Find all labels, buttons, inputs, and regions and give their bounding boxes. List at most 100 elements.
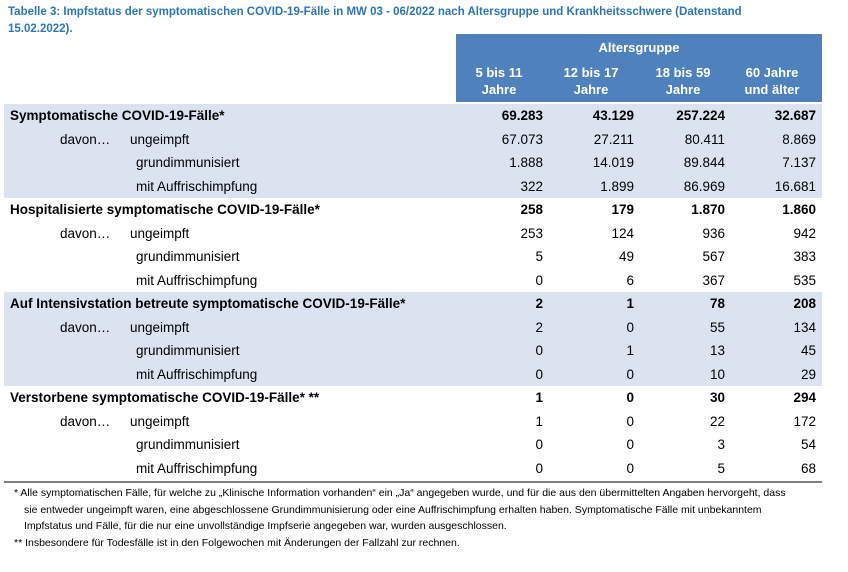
value-cell: 208 xyxy=(793,296,816,312)
value-cell: 322 xyxy=(520,178,543,194)
spacer xyxy=(60,457,130,481)
footnote-1: * Alle symptomatischen Fälle, für welche… xyxy=(14,487,786,532)
spacer xyxy=(60,175,130,199)
header-line: Jahre xyxy=(481,82,517,97)
value-cell: 567 xyxy=(702,249,725,265)
value-cell: 383 xyxy=(793,249,816,265)
header-line: 60 Jahre xyxy=(745,65,799,80)
age-column-header: 60 Jahre und älter xyxy=(727,64,817,98)
row-label: ungeimpft xyxy=(130,225,190,241)
value-cell: 1 xyxy=(626,296,634,312)
value-cell: 0 xyxy=(535,437,543,453)
value-cell: 49 xyxy=(618,249,634,265)
table-group: Verstorbene symptomatische COVID-19-Fäll… xyxy=(4,386,822,480)
table-row: grundimmunisiert 0 1 13 45 xyxy=(4,339,822,363)
group-row: Symptomatische COVID-19-Fälle* 69.283 43.1… xyxy=(4,104,822,128)
table-row: grundimmunisiert 1.888 14.019 89.844 7.137 xyxy=(4,151,822,175)
value-cell: 2 xyxy=(535,319,543,335)
age-column-header: 5 bis 11 Jahre xyxy=(454,64,544,98)
table-row: davon… ungeimpft 253 124 936 942 xyxy=(4,222,822,246)
spacer xyxy=(4,433,60,457)
value-cell: 1 xyxy=(626,343,634,359)
value-cell: 535 xyxy=(793,272,816,288)
value-cell: 32.687 xyxy=(774,108,816,124)
age-group-heading: Altersgruppe xyxy=(598,40,680,55)
value-cell: 1.899 xyxy=(600,178,634,194)
spacer xyxy=(60,151,130,175)
value-cell: 134 xyxy=(793,319,816,335)
spacer xyxy=(60,339,130,363)
spacer xyxy=(4,363,60,387)
row-label: mit Auffrischimpfung xyxy=(136,272,258,288)
value-cell: 172 xyxy=(793,413,816,429)
value-cell: 0 xyxy=(626,413,634,429)
value-cell: 0 xyxy=(626,390,634,406)
row-label: grundimmunisiert xyxy=(136,155,240,171)
age-column-header: 12 bis 17 Jahre xyxy=(546,64,636,98)
value-cell: 294 xyxy=(793,390,816,406)
value-cell: 0 xyxy=(626,437,634,453)
value-cell: 6 xyxy=(626,272,634,288)
spacer xyxy=(4,222,60,246)
value-cell: 69.283 xyxy=(501,108,543,124)
table-row: mit Auffrischimpfung 0 6 367 535 xyxy=(4,269,822,293)
table-row: mit Auffrischimpfung 0 0 5 68 xyxy=(4,457,822,481)
value-cell: 942 xyxy=(793,225,816,241)
davon-label: davon… xyxy=(60,413,111,429)
value-cell: 0 xyxy=(626,460,634,476)
table-group: Auf Intensivstation betreute symptomatis… xyxy=(4,292,822,386)
row-label: ungeimpft xyxy=(130,131,190,147)
header-line: Jahre xyxy=(573,82,609,97)
value-cell: 54 xyxy=(800,437,816,453)
header-line: 12 bis 17 xyxy=(563,65,619,80)
value-cell: 179 xyxy=(611,202,634,218)
table-row: davon… ungeimpft 67.073 27.211 80.411 8.869 xyxy=(4,128,822,152)
value-cell: 367 xyxy=(702,272,725,288)
group-label: Symptomatische COVID-19-Fälle* xyxy=(10,108,225,124)
spacer xyxy=(4,269,60,293)
value-cell: 16.681 xyxy=(774,178,816,194)
group-row: Verstorbene symptomatische COVID-19-Fäll… xyxy=(4,386,822,410)
davon-label: davon… xyxy=(60,225,111,241)
value-cell: 8.869 xyxy=(782,131,816,147)
value-cell: 14.019 xyxy=(592,155,634,171)
spacer xyxy=(4,245,60,269)
table-row: grundimmunisiert 5 49 567 383 xyxy=(4,245,822,269)
table-caption: Tabelle 3: Impfstatus der symptomatische… xyxy=(8,6,742,35)
value-cell: 89.844 xyxy=(683,155,725,171)
spacer xyxy=(4,316,60,340)
value-cell: 0 xyxy=(626,319,634,335)
value-cell: 22 xyxy=(709,413,725,429)
header-line: 5 bis 11 xyxy=(475,65,523,80)
spacer xyxy=(4,151,60,175)
value-cell: 124 xyxy=(611,225,634,241)
value-cell: 1.888 xyxy=(509,155,543,171)
table-row: mit Auffrischimpfung 0 0 10 29 xyxy=(4,363,822,387)
value-cell: 1.860 xyxy=(782,202,816,218)
table-header: Altersgruppe 5 bis 11 Jahre 12 bis 17 Jahre… xyxy=(456,34,822,102)
table-row: grundimmunisiert 0 0 3 54 xyxy=(4,433,822,457)
table-row: davon… ungeimpft 1 0 22 172 xyxy=(4,410,822,434)
davon-label: davon… xyxy=(60,131,111,147)
group-label: Auf Intensivstation betreute symptomatis… xyxy=(10,296,406,312)
value-cell: 13 xyxy=(709,343,725,359)
value-cell: 27.211 xyxy=(593,131,634,147)
value-cell: 0 xyxy=(535,460,543,476)
group-label: Hospitalisierte symptomatische COVID-19-… xyxy=(10,202,320,218)
spacer xyxy=(60,245,130,269)
value-cell: 80.411 xyxy=(684,131,725,147)
value-cell: 0 xyxy=(626,366,634,382)
footnote-2: ** Insbesondere für Todesfälle ist in de… xyxy=(14,536,460,549)
spacer xyxy=(4,410,60,434)
value-cell: 30 xyxy=(709,390,725,406)
value-cell: 258 xyxy=(520,202,543,218)
value-cell: 29 xyxy=(800,366,816,382)
value-cell: 1 xyxy=(535,390,543,406)
value-cell: 1.870 xyxy=(691,202,725,218)
table-group: Symptomatische COVID-19-Fälle* 69.283 43.1… xyxy=(4,104,822,198)
spacer xyxy=(4,128,60,152)
header-line: 18 bis 59 xyxy=(655,65,711,80)
header-line: und älter xyxy=(744,82,800,97)
row-label: grundimmunisiert xyxy=(136,249,240,265)
row-label: mit Auffrischimpfung xyxy=(136,460,258,476)
